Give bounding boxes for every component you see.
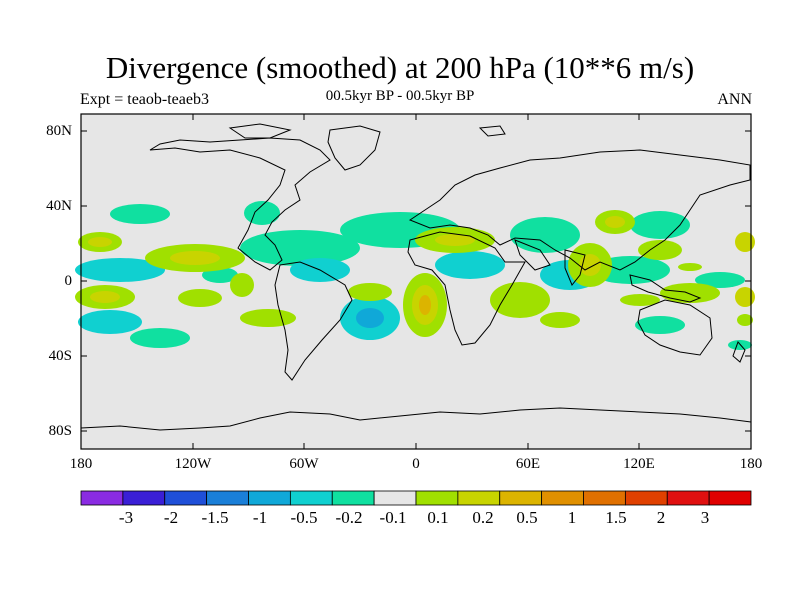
coastline-arctic-islands (478, 125, 506, 137)
field-patch (605, 216, 625, 228)
colorbar-box (206, 490, 249, 506)
colorbar-label: 1.5 (605, 508, 627, 527)
field-patch (78, 310, 142, 334)
colorbar-label: 1 (567, 508, 577, 527)
lon-label: 180 (739, 456, 763, 472)
field-patch (240, 230, 360, 266)
lon-label: 0 (412, 456, 420, 472)
lat-label: 40S (48, 348, 72, 364)
colorbar-box (457, 490, 501, 506)
field-patch (230, 273, 254, 297)
field-patch (737, 314, 753, 326)
field-patch (490, 282, 550, 318)
field-patch (678, 263, 702, 271)
colorbar-box (708, 490, 752, 506)
colorbar-box (164, 490, 208, 506)
colorbar-label: -1 (252, 508, 268, 527)
colorbar-box (666, 490, 710, 506)
field-patch (435, 234, 475, 246)
colorbar-label: 0.2 (472, 508, 494, 527)
coastline-africa (407, 231, 526, 346)
field-patch (130, 328, 190, 348)
lat-ticks (81, 130, 751, 432)
field-patch (356, 308, 384, 328)
colorbar-label: -0.5 (290, 508, 318, 527)
coastline-maritime-asia (629, 274, 702, 303)
field-patch (88, 237, 112, 247)
lat-label: 0 (64, 273, 73, 289)
field-patch (638, 240, 682, 260)
colorbar-box (624, 490, 668, 506)
field-patch (419, 295, 431, 315)
field-patch (579, 254, 601, 276)
coastlines (80, 123, 752, 431)
coastline-india (564, 249, 586, 286)
field-patch (435, 251, 505, 279)
colorbar-box (541, 490, 584, 506)
lon-label: 120E (623, 456, 655, 472)
colorbar-box (373, 490, 417, 506)
colorbar-box (499, 490, 543, 506)
colorbar-label: 3 (700, 508, 710, 527)
coastline-australia (637, 299, 713, 356)
coastline-antarctica (80, 407, 752, 431)
field-patch (240, 309, 296, 327)
colorbar-label: -0.2 (335, 508, 363, 527)
field-patch (244, 201, 280, 225)
field-patch (90, 291, 120, 303)
field-patch (170, 251, 220, 265)
field-patch (695, 272, 745, 288)
colorbar-box (80, 490, 124, 506)
field-patch (735, 287, 755, 307)
coastline-eurasia (408, 149, 751, 271)
coastline-greenland (327, 125, 381, 171)
colorbar-label: -3 (118, 508, 134, 527)
colorbar-label: -2 (163, 508, 179, 527)
field-patch (660, 283, 720, 303)
colorbar-box (248, 490, 291, 506)
field-patch (735, 232, 755, 252)
colorbar-label: -1.5 (201, 508, 229, 527)
colorbar-box (331, 490, 375, 506)
coastline-south-america (274, 261, 353, 381)
field-patch (620, 294, 660, 306)
lat-label: 80N (46, 123, 72, 139)
colorbar-box (122, 490, 166, 506)
colorbar-label: 0.1 (427, 508, 449, 527)
colorbar-box (583, 490, 626, 506)
experiment-label: Expt = teaob-teaeb3 (80, 91, 209, 108)
field-patch (540, 312, 580, 328)
colorbar-label: 2 (656, 508, 666, 527)
lon-label: 60W (289, 456, 319, 472)
lon-label: 60E (515, 456, 541, 472)
coastline-new-zealand (732, 341, 746, 363)
colorbar-box (289, 490, 333, 506)
field-patch (110, 204, 170, 224)
field-patch (178, 289, 222, 307)
lon-label: 180 (69, 456, 93, 472)
field-patch (75, 258, 165, 282)
coastline-arabia (514, 239, 551, 271)
colorbar-box (415, 490, 459, 506)
coastline-arctic-islands (228, 123, 292, 139)
plot-title: Divergence (smoothed) at 200 hPa (10**6 … (105, 50, 695, 85)
field-patch (630, 211, 690, 239)
colorbar (80, 490, 752, 506)
period-label: 00.5kyr BP - 00.5kyr BP (325, 88, 475, 104)
lon-label: 120W (174, 456, 212, 472)
colorbar-label: 0.5 (516, 508, 538, 527)
field-patch (510, 217, 580, 253)
colorbar-label: -0.1 (379, 508, 407, 527)
field-patch (348, 283, 392, 301)
season-label: ANN (717, 91, 752, 108)
lat-label: 40N (46, 198, 72, 214)
field-patch (635, 316, 685, 334)
lon-ticks (192, 114, 640, 449)
lat-label: 80S (48, 423, 72, 439)
